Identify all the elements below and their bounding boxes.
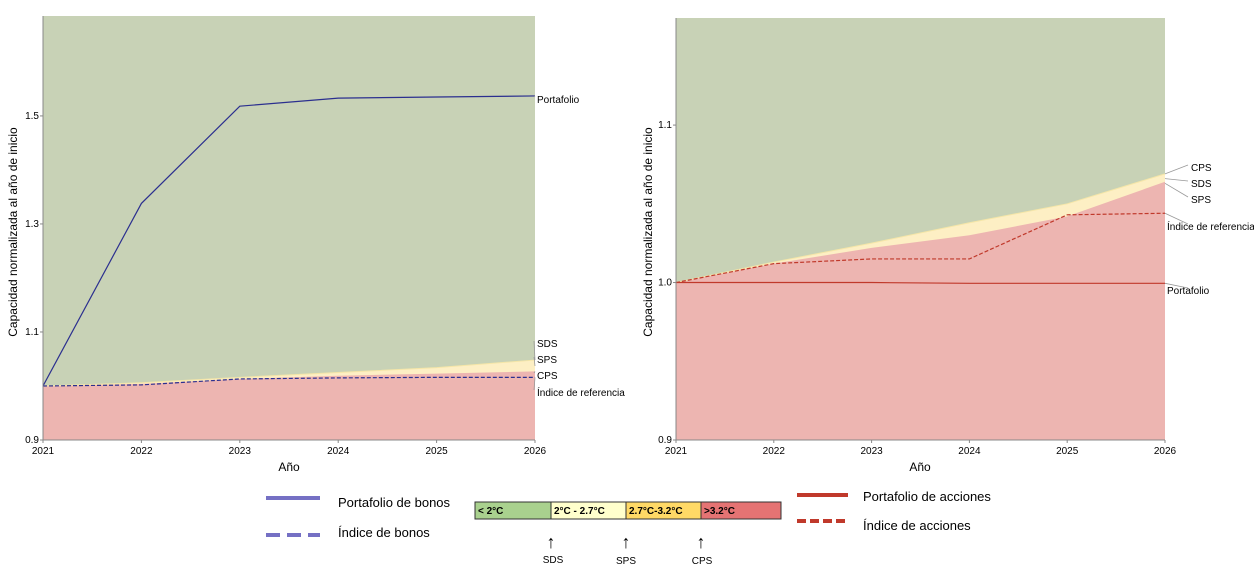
band-label-above-3-2c: >3.2°C	[704, 506, 735, 517]
bond-x-tick-label: 2025	[425, 446, 448, 457]
bond-chart: 2021 2022 2023 2024 2025 2026 0.9 1.1 1.3 1.5 Por…	[6, 16, 625, 474]
bond-end-label: Índice de referencia	[537, 386, 625, 399]
bond-end-label: SDS	[537, 339, 558, 350]
arrow-label-cps: CPS	[692, 556, 713, 566]
equity-end-labels: CPS SDS SPS Índice de referencia Portafolio	[1164, 163, 1254, 297]
equity-boundary-upper	[675, 173, 1166, 284]
bond-temperature-zones	[42, 16, 536, 440]
band-label-below-2c: < 2°C	[478, 506, 503, 517]
arrow-up-icon-sds: ↑	[547, 532, 556, 552]
equity-x-tick-label: 2023	[860, 446, 883, 457]
temperature-band: < 2°C 2°C - 2.7°C 2.7°C-3.2°C >3.2°C	[474, 501, 782, 520]
equity-y-tick-label: 1.1	[658, 120, 672, 131]
equity-y-tick-label: 1.0	[658, 278, 672, 289]
bond-end-label-leader	[533, 95, 536, 98]
bond-x-tick-label: 2021	[32, 446, 55, 457]
bond-end-label-leader	[533, 377, 536, 391]
arrow-label-sps: SPS	[616, 556, 636, 566]
bond-series-portfolio-line	[42, 95, 536, 387]
equity-end-label: CPS	[1191, 163, 1212, 174]
bond-end-label-leader	[533, 356, 536, 367]
bond-x-axis-label: Año	[278, 460, 300, 474]
bond-y-axis-label: Capacidad normalizada al año de inicio	[6, 127, 20, 337]
arrow-up-icon-cps: ↑	[697, 532, 706, 552]
equity-end-label-leader	[1164, 164, 1189, 175]
bond-y-tick-label: 1.1	[25, 327, 39, 338]
equity-end-label-leader	[1164, 178, 1189, 182]
equity-series-index-line	[675, 212, 1166, 284]
equity-end-label-leader	[1164, 212, 1189, 225]
bond-end-label: Portafolio	[537, 95, 580, 106]
band-label-2-7c-3-2c: 2.7°C-3.2°C	[629, 506, 683, 517]
bond-end-label-leader	[533, 340, 536, 361]
bond-x-tick-label: 2026	[524, 446, 547, 457]
equity-end-label: SPS	[1191, 195, 1211, 206]
equity-x-axis-label: Año	[909, 460, 931, 474]
equity-end-label: Portafolio	[1167, 286, 1210, 297]
bond-x-tick-label: 2023	[229, 446, 252, 457]
legend-bond-index-label: Índice de bonos	[338, 525, 430, 540]
equity-x-tick-label: 2024	[958, 446, 981, 457]
equity-x-tick-label: 2022	[763, 446, 786, 457]
bond-x-tick-label: 2024	[327, 446, 350, 457]
bond-axes: 2021 2022 2023 2024 2025 2026 0.9 1.1 1.3 1.5	[25, 16, 547, 457]
bond-end-label: CPS	[537, 371, 558, 382]
equity-axes: 2021 2022 2023 2024 2025 2026 0.9 1.0 1.1	[658, 18, 1177, 457]
equity-end-label-leader	[1164, 182, 1189, 198]
legend: Portafolio de bonos Índice de bonos < 2°…	[266, 489, 991, 567]
bond-x-tick-label: 2022	[130, 446, 153, 457]
bond-end-labels: Portafolio SDS SPS CPS Índice de referencia	[533, 95, 625, 399]
bond-end-label: SPS	[537, 355, 557, 366]
arrow-up-icon-sps: ↑	[622, 532, 631, 552]
equity-temperature-zones	[675, 18, 1166, 440]
band-above-3-2c	[700, 501, 782, 520]
bond-series-index-line	[42, 376, 535, 387]
legend-equity-index-label: Índice de acciones	[863, 518, 971, 533]
equity-x-tick-label: 2021	[665, 446, 688, 457]
equity-y-axis-label: Capacidad normalizada al año de inicio	[641, 127, 655, 337]
equity-zone-above-3-2c	[676, 181, 1165, 440]
equity-series-lines	[675, 212, 1166, 284]
equity-end-label-leader	[1164, 282, 1189, 289]
legend-bond-portfolio-label: Portafolio de bonos	[338, 495, 451, 510]
bond-zone-above-3-2c	[43, 371, 535, 440]
band-label-2c-2-7c: 2°C - 2.7°C	[554, 506, 605, 517]
equity-series-portfolio-line	[676, 281, 1165, 284]
bond-series-lines	[42, 95, 536, 387]
legend-equity-portfolio-label: Portafolio de acciones	[863, 489, 991, 504]
equity-chart: 2021 2022 2023 2024 2025 2026 0.9 1.0 1.1 CPS SDS…	[641, 18, 1254, 474]
bond-y-tick-label: 0.9	[25, 435, 39, 446]
bond-boundary-upper	[42, 359, 536, 387]
equity-end-label: SDS	[1191, 179, 1212, 190]
equity-end-label: Índice de referencia	[1167, 220, 1254, 233]
equity-x-tick-label: 2025	[1056, 446, 1079, 457]
bond-y-tick-label: 1.5	[25, 111, 39, 122]
bond-y-tick-label: 1.3	[25, 219, 39, 230]
equity-x-tick-label: 2026	[1154, 446, 1177, 457]
bond-end-label-leader	[533, 371, 536, 374]
arrow-label-sds: SDS	[543, 555, 564, 566]
equity-y-tick-label: 0.9	[658, 435, 672, 446]
